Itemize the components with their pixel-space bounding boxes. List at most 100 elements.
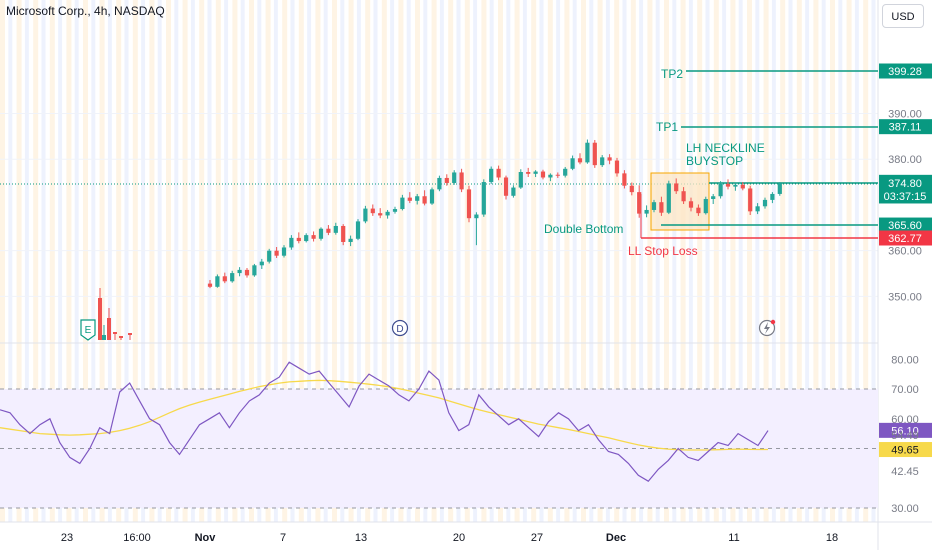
lightning-icon[interactable] bbox=[758, 319, 776, 337]
currency-button[interactable]: USD bbox=[882, 4, 924, 28]
rsi-tick-label: 42.45 bbox=[891, 466, 919, 478]
candle-body bbox=[540, 171, 546, 178]
time-tick-label: 20 bbox=[453, 532, 465, 544]
rsi-ma-line bbox=[0, 379, 768, 451]
session-band bbox=[149, 0, 155, 522]
session-band bbox=[838, 0, 843, 522]
price-badge bbox=[879, 175, 932, 204]
time-tick-label: 16:00 bbox=[123, 532, 151, 544]
candle-body bbox=[215, 276, 220, 287]
session-band bbox=[348, 0, 354, 522]
time-axis[interactable]: 23 16:00 Nov 7 13 20 27 Dec 11 18 bbox=[61, 532, 838, 544]
session-band bbox=[821, 0, 826, 522]
candle-body bbox=[666, 183, 671, 213]
session-band bbox=[157, 0, 162, 522]
session-band bbox=[605, 0, 610, 522]
time-tick-label: 18 bbox=[826, 532, 838, 544]
session-band bbox=[207, 0, 212, 522]
session-band bbox=[473, 0, 478, 522]
candle-body bbox=[230, 273, 235, 282]
candle-body bbox=[119, 336, 123, 338]
candle-body bbox=[128, 333, 132, 335]
session-band bbox=[124, 0, 129, 522]
session-band bbox=[796, 0, 802, 522]
price-badge-label: 362.77 bbox=[888, 233, 922, 245]
candle-body bbox=[733, 184, 738, 187]
grid-lines bbox=[0, 112, 878, 297]
session-band bbox=[481, 0, 487, 522]
session-band bbox=[249, 0, 254, 522]
candle-body bbox=[651, 202, 657, 210]
rsi-tick-label: 30.00 bbox=[891, 503, 919, 515]
symbol-title[interactable]: Microsoft Corp., 4h, NASDAQ bbox=[6, 4, 165, 18]
candle-body bbox=[267, 250, 272, 262]
candle-body bbox=[489, 168, 494, 183]
price-axis[interactable]: 390.00 380.00 360.00 350.00 399.28 387.11 374.… bbox=[879, 63, 932, 304]
price-badge bbox=[879, 63, 932, 79]
session-band bbox=[174, 0, 179, 522]
rsi-line bbox=[0, 361, 769, 482]
rsi-pane bbox=[0, 361, 878, 509]
session-band bbox=[365, 0, 371, 522]
candles bbox=[98, 139, 782, 340]
double-bottom-zone[interactable] bbox=[650, 172, 710, 231]
candle-body bbox=[526, 171, 531, 174]
session-band bbox=[398, 0, 404, 522]
session-band bbox=[771, 0, 776, 522]
session-band bbox=[614, 0, 620, 522]
session-band bbox=[166, 0, 171, 522]
candle-body bbox=[326, 228, 331, 233]
candle-body bbox=[333, 225, 338, 233]
dividend-marker[interactable]: D bbox=[391, 319, 409, 337]
session-band bbox=[74, 0, 79, 522]
session-band bbox=[8, 0, 13, 522]
earnings-marker[interactable]: E bbox=[80, 319, 96, 341]
price-badge-label: 365.60 bbox=[888, 220, 922, 232]
candle-body bbox=[355, 221, 361, 239]
candle-body bbox=[348, 238, 353, 242]
candle-body bbox=[392, 209, 398, 212]
time-tick-label: 11 bbox=[728, 532, 739, 544]
rsi-tick-label: 49.65 bbox=[891, 445, 919, 457]
candle-body bbox=[222, 276, 227, 282]
session-band bbox=[307, 0, 312, 522]
session-band bbox=[448, 0, 454, 522]
session-band bbox=[224, 0, 229, 522]
session-band bbox=[738, 0, 743, 522]
session-band bbox=[522, 0, 527, 522]
candle-body bbox=[259, 261, 264, 266]
candle-body bbox=[533, 171, 538, 174]
session-band bbox=[639, 0, 644, 522]
candle-body bbox=[429, 189, 435, 204]
earnings-marker-label: E bbox=[85, 325, 92, 336]
session-band bbox=[697, 0, 703, 522]
rsi-badge bbox=[879, 422, 932, 438]
session-band bbox=[805, 0, 810, 522]
candle-body bbox=[607, 157, 612, 161]
candle-body bbox=[378, 213, 383, 216]
price-badge bbox=[879, 119, 932, 135]
session-band bbox=[581, 0, 586, 522]
session-band bbox=[381, 0, 387, 522]
session-band bbox=[439, 0, 444, 522]
time-tick-label: Dec bbox=[606, 532, 626, 544]
session-band bbox=[788, 0, 793, 522]
candle-body bbox=[659, 202, 664, 213]
candle-body bbox=[629, 185, 634, 193]
candle-body bbox=[385, 211, 390, 216]
session-band bbox=[215, 0, 221, 522]
session-band bbox=[33, 0, 39, 522]
session-band bbox=[49, 0, 55, 522]
tp2-label: TP2 bbox=[661, 67, 683, 81]
price-tick-label: 350.00 bbox=[888, 291, 922, 303]
rsi-tick-label: 80.00 bbox=[891, 354, 919, 366]
time-tick-label: 27 bbox=[531, 532, 543, 544]
session-band bbox=[356, 0, 361, 522]
session-band bbox=[830, 0, 835, 522]
candle-body bbox=[415, 196, 420, 201]
session-band bbox=[730, 0, 736, 522]
session-band bbox=[415, 0, 420, 522]
session-band bbox=[647, 0, 653, 522]
session-band bbox=[655, 0, 660, 522]
